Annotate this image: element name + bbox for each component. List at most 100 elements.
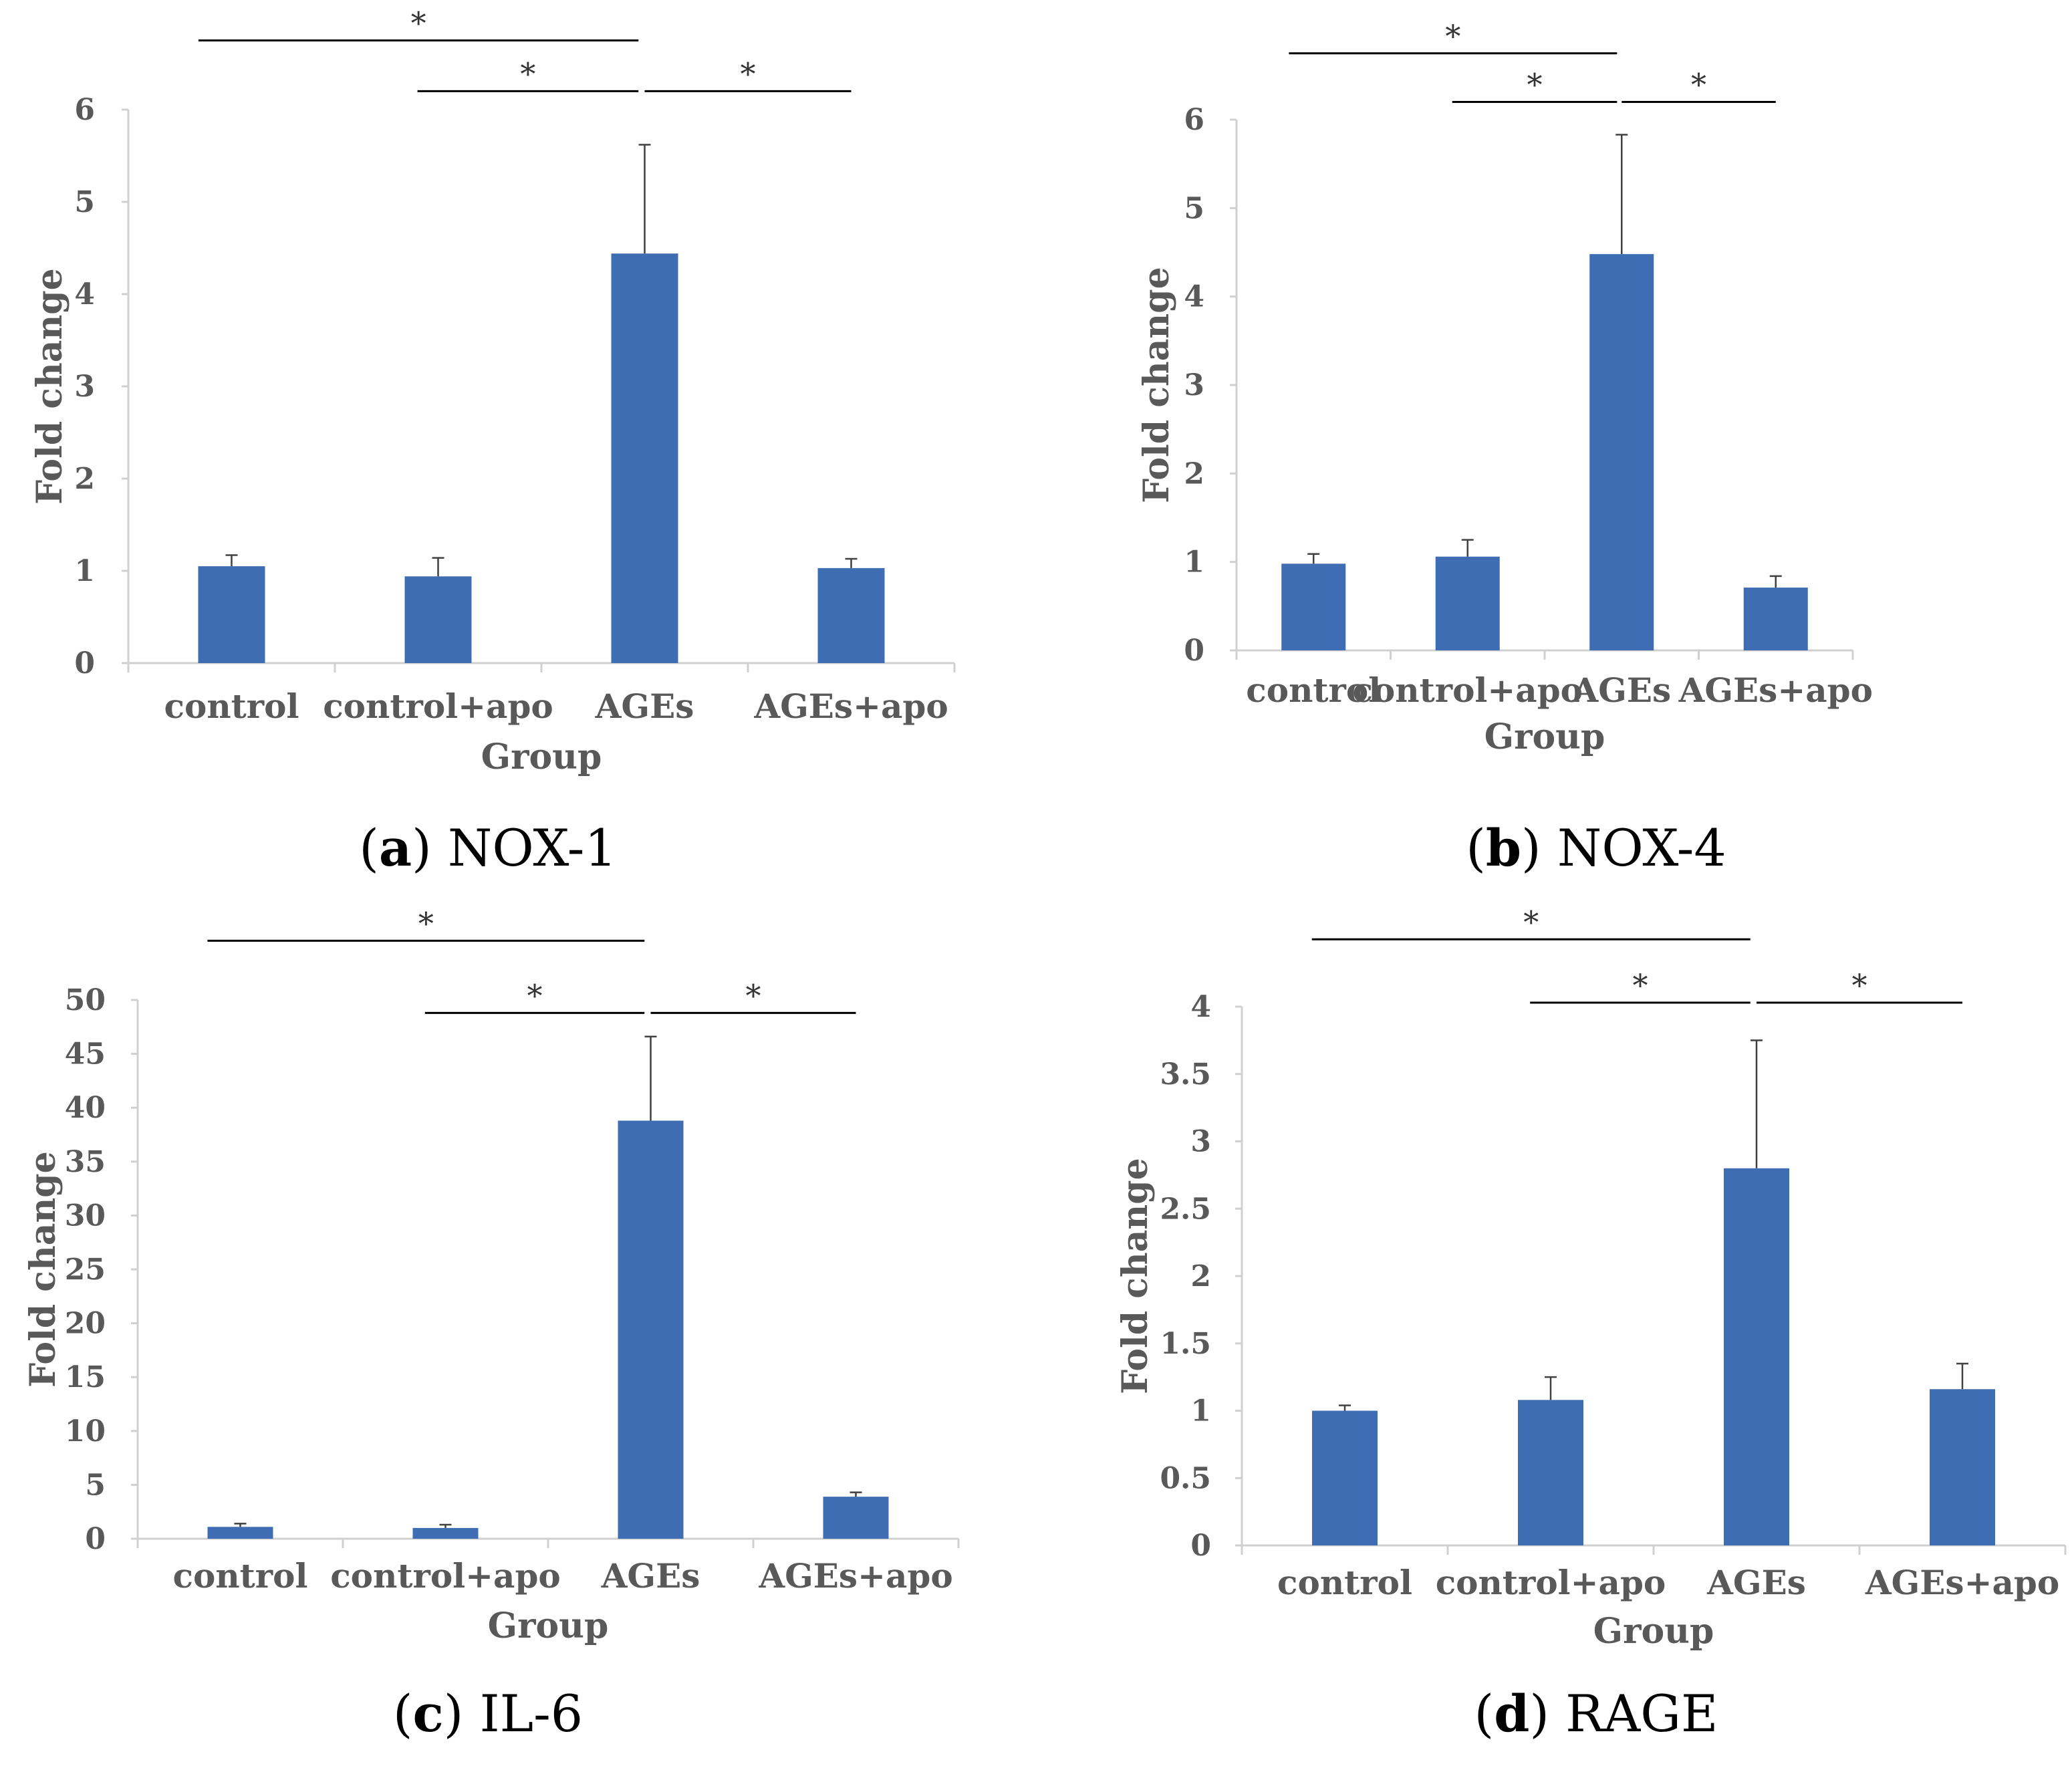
y-tick-label: 6 (1184, 103, 1204, 137)
y-tick-label: 40 (65, 1091, 106, 1125)
significance-star: * (1691, 67, 1706, 103)
bar (1743, 588, 1808, 650)
significance-star: * (1632, 967, 1648, 1003)
significance-star: * (527, 977, 543, 1013)
y-tick-label: 2 (74, 462, 95, 496)
bar (817, 567, 885, 663)
bar (618, 1120, 684, 1539)
y-axis-title: Fold change (1115, 1158, 1156, 1394)
significance-star: * (746, 977, 761, 1013)
x-axis-title: Group (481, 737, 602, 777)
category-label: control (173, 1556, 308, 1596)
x-axis-title: Group (1484, 717, 1605, 757)
category-label: control (164, 686, 299, 726)
y-tick-label: 4 (1190, 990, 1211, 1024)
panel-caption-name: NOX-1 (448, 818, 617, 878)
category-label: AGEs (595, 686, 694, 726)
y-tick-label: 10 (65, 1414, 106, 1448)
y-tick-label: 6 (74, 93, 95, 127)
y-tick-label: 45 (65, 1037, 106, 1071)
y-tick-label: 5 (85, 1468, 106, 1502)
y-tick-label: 15 (65, 1360, 106, 1394)
category-label: AGEs (601, 1556, 700, 1596)
y-tick-label: 3 (1184, 368, 1204, 402)
category-label: AGEs+apo (1865, 1563, 2059, 1602)
category-label: control+apo (1352, 670, 1583, 710)
y-tick-label: 1 (1190, 1394, 1211, 1428)
panel-caption-name: NOX-4 (1557, 818, 1726, 878)
y-tick-label: 2.5 (1160, 1192, 1211, 1226)
category-label: AGEs+apo (753, 686, 948, 726)
significance-star: * (741, 55, 756, 92)
significance-star: * (1852, 967, 1867, 1003)
category-label: control+apo (323, 686, 553, 726)
category-label: AGEs (1571, 670, 1671, 710)
significance-star: * (1527, 67, 1543, 103)
category-label: control+apo (1436, 1563, 1666, 1602)
category-label: AGEs+apo (758, 1556, 952, 1596)
panel-caption-letter: a (379, 818, 412, 878)
significance-star: * (411, 5, 426, 41)
panel-il-6: 0 5 10 15 20 25 30 35 40 45 50 control control+apo AG… (23, 905, 960, 1743)
panel-caption-letter: d (1494, 1684, 1529, 1743)
significance-star: * (520, 55, 535, 92)
panel-caption: (a) NOX-1 (359, 818, 617, 878)
y-tick-label: 0 (1184, 634, 1204, 668)
bar (207, 1527, 273, 1539)
bar (611, 253, 678, 663)
y-tick-label: 2 (1184, 457, 1204, 491)
bar (1435, 556, 1500, 650)
significance-star: * (1445, 18, 1460, 54)
y-tick-label: 5 (1184, 191, 1204, 225)
y-axis-title: Fold change (29, 268, 70, 504)
y-tick-label: 20 (65, 1307, 106, 1341)
y-tick-label: 3.5 (1160, 1057, 1211, 1092)
y-tick-label: 1 (74, 554, 95, 588)
y-tick-label: 3 (1190, 1125, 1211, 1159)
y-tick-label: 1 (1184, 545, 1204, 580)
y-tick-label: 1.5 (1160, 1327, 1211, 1361)
y-tick-label: 25 (65, 1253, 106, 1287)
bar (1518, 1400, 1583, 1545)
panel-caption: (c) IL-6 (393, 1684, 583, 1743)
panel-caption-letter: c (413, 1684, 444, 1743)
category-label: control (1277, 1563, 1412, 1602)
bar (404, 576, 472, 663)
bar (823, 1497, 889, 1539)
y-tick-label: 0 (74, 646, 95, 680)
y-tick-label: 0.5 (1160, 1461, 1211, 1495)
x-axis-title: Group (1593, 1611, 1714, 1652)
panel-nox-1: 0 1 2 3 4 5 6 control control+apo AGEs AGEs+apo * * *… (29, 5, 956, 878)
significance-star: * (1523, 904, 1539, 940)
panel-caption-name: IL-6 (480, 1684, 584, 1743)
bar (198, 566, 265, 663)
y-tick-label: 50 (65, 983, 106, 1017)
bar (1312, 1410, 1378, 1545)
panel-rage: 0 0.5 1 1.5 2 2.5 3 3.5 4 control control+apo AGEs A… (1115, 904, 2067, 1743)
y-tick-label: 4 (1184, 280, 1204, 314)
panel-caption: (b) NOX-4 (1466, 818, 1726, 878)
y-tick-label: 30 (65, 1199, 106, 1233)
significance-star: * (418, 905, 434, 941)
category-label: control (1246, 670, 1381, 710)
y-tick-label: 0 (85, 1522, 106, 1556)
category-label: AGEs (1706, 1563, 1806, 1602)
y-tick-label: 5 (74, 185, 95, 219)
category-label: AGEs+apo (1678, 670, 1873, 710)
y-axis-title: Fold change (1136, 267, 1177, 503)
bar (412, 1527, 479, 1539)
y-tick-label: 4 (74, 277, 95, 311)
y-tick-label: 3 (74, 370, 95, 404)
category-label: control+apo (330, 1556, 561, 1596)
y-tick-label: 0 (1190, 1529, 1211, 1563)
bar (1281, 563, 1346, 650)
panel-caption-name: RAGE (1565, 1684, 1718, 1743)
bar (1589, 254, 1654, 650)
y-tick-label: 35 (65, 1145, 106, 1179)
bar (1930, 1389, 1995, 1545)
bar (1724, 1168, 1789, 1545)
panel-caption-letter: b (1486, 818, 1521, 878)
y-tick-label: 2 (1190, 1259, 1211, 1293)
